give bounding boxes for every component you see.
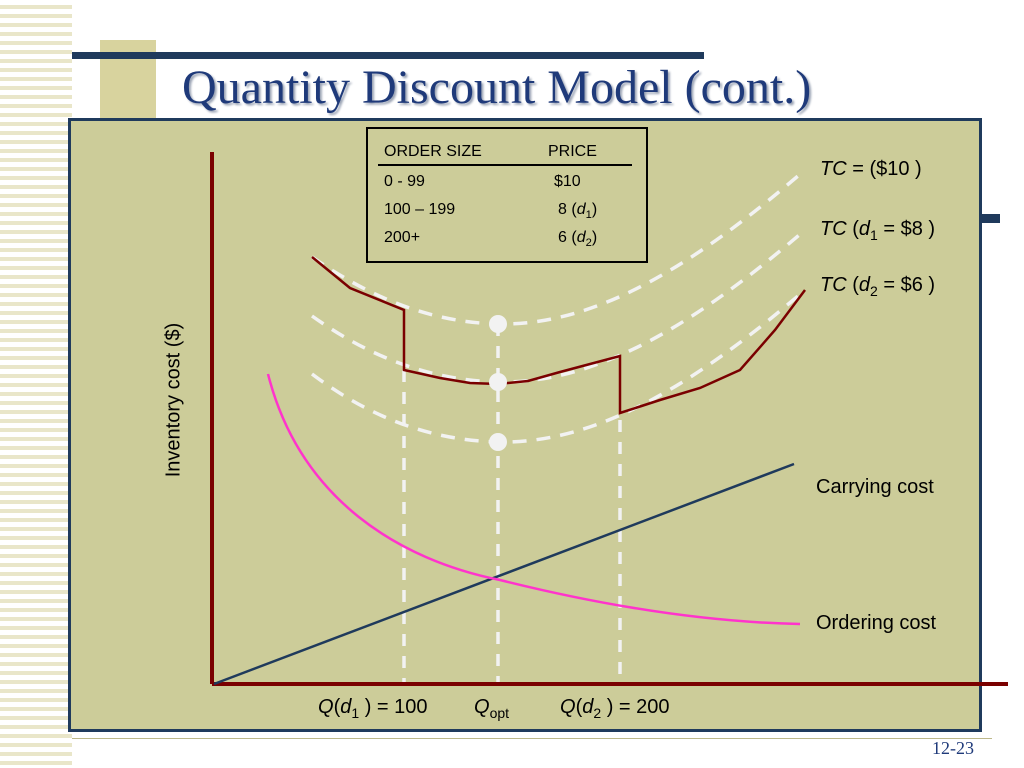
title-rule (72, 52, 704, 59)
diagram-panel (68, 118, 982, 732)
carrying-cost-line (213, 462, 795, 686)
opt-point-tc8 (489, 373, 507, 391)
tc-solid-curve (311, 256, 806, 415)
label-tc-8: TC (d1 = $8 ) (820, 218, 936, 243)
row-1-size: 0 - 99 (384, 173, 425, 190)
decorative-stripes (0, 0, 72, 768)
y-axis-label: Inventory cost ($) (162, 322, 185, 478)
row-2-size: 100 – 199 (384, 201, 456, 218)
label-tc-6: TC (d2 = $6 ) (820, 274, 936, 299)
table-header-price: PRICE (548, 143, 597, 160)
row-2-price: 8 (d1) (558, 201, 598, 222)
x-mark-q1: Q(d1 ) = 100 (318, 696, 428, 721)
label-carrying-cost: Carrying cost (816, 476, 934, 498)
tc-6-curve (310, 288, 807, 444)
row-3-size: 200+ (384, 229, 421, 246)
ordering-cost-curve (266, 373, 801, 626)
x-mark-q2: Q(d2 ) = 200 (560, 696, 670, 721)
page-number: 12-23 (932, 738, 974, 758)
table-header-rule (378, 164, 632, 166)
slide-title: Quantity Discount Model (cont.) (182, 61, 812, 114)
opt-point-tc6 (489, 433, 507, 451)
decorative-stub (982, 214, 1000, 223)
price-table: ORDER SIZE PRICE 0 - 99 $10 100 – 199 8 … (366, 127, 648, 263)
label-ordering-cost: Ordering cost (816, 612, 937, 634)
footer-rule (72, 738, 992, 739)
table-header-size: ORDER SIZE (384, 143, 482, 160)
row-3-price: 6 (d2) (558, 229, 598, 250)
tc-10-curve (311, 168, 807, 326)
x-mark-qopt: Qopt (474, 696, 510, 721)
label-tc-10: TC = ($10 ) (820, 158, 922, 180)
opt-point-tc10 (489, 315, 507, 333)
row-1-price: $10 (554, 173, 581, 190)
